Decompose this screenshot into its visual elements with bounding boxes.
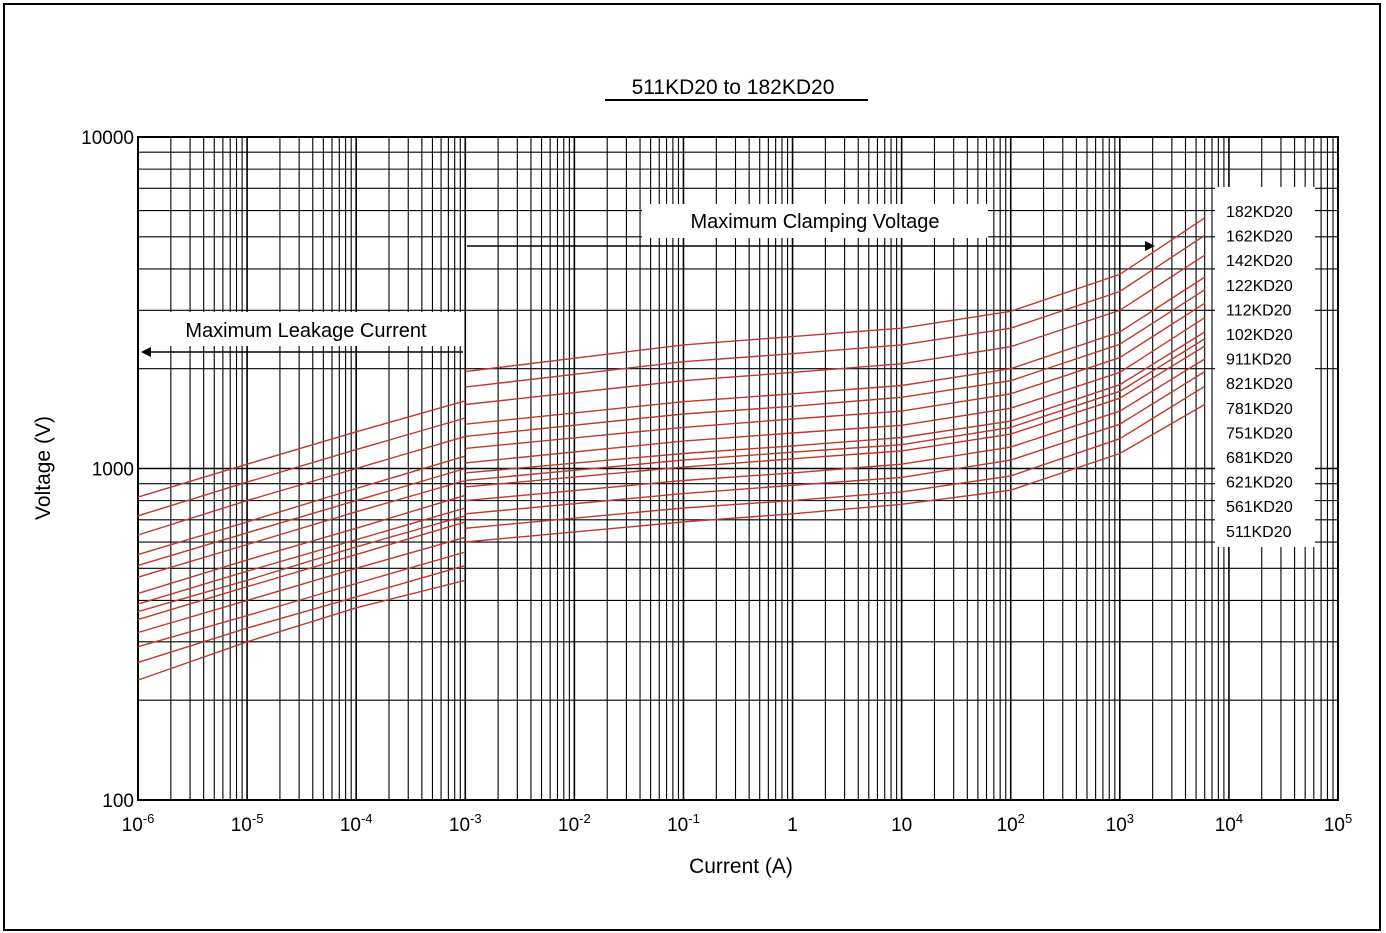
curve-leakage-122KD20 [137, 455, 466, 556]
x-tick-label: 104 [1215, 811, 1243, 836]
chart-title: 511KD20 to 182KD20 [632, 76, 835, 99]
curve-leakage-751KD20 [137, 521, 466, 621]
curve-clamping-561KD20 [465, 385, 1206, 529]
curve-clamping-182KD20 [465, 217, 1206, 373]
curve-leakage-142KD20 [137, 435, 466, 536]
x-tick-label: 10 [891, 815, 912, 836]
curve-leakage-821KD20 [137, 507, 466, 605]
plot-border [137, 136, 1339, 801]
legend-label: 162KD20 [1226, 229, 1293, 246]
curve-leakage-162KD20 [137, 417, 466, 517]
legend-label: 751KD20 [1226, 425, 1293, 442]
legend-label: 621KD20 [1226, 475, 1293, 492]
y-tick-label: 1000 [92, 460, 134, 481]
curve-clamping-162KD20 [465, 234, 1206, 388]
legend-label: 681KD20 [1226, 450, 1293, 467]
curves [137, 217, 1206, 681]
curve-clamping-511KD20 [465, 403, 1206, 543]
curve-clamping-751KD20 [465, 345, 1206, 488]
x-tick-label: 1 [787, 815, 798, 836]
y-tick-label: 10000 [81, 128, 134, 149]
legend-label: 182KD20 [1226, 204, 1293, 221]
x-tick-label: 10-4 [340, 811, 373, 836]
y-tick-label: 100 [102, 791, 134, 812]
x-tick-label: 10-3 [449, 811, 482, 836]
clamping-label-box [642, 204, 988, 238]
x-tick-label: 102 [997, 811, 1025, 836]
tick-labels: 10-6 10-5 10-4 10-3 10-2 10-1 1 10 102 103 104 105 1… [81, 128, 1352, 836]
curve-clamping-102KD20 [465, 302, 1206, 450]
clamping-label: Maximum Clamping Voltage [691, 211, 940, 233]
clamping-arrowhead [1145, 241, 1155, 251]
curve-clamping-142KD20 [465, 254, 1206, 406]
curve-leakage-561KD20 [137, 564, 466, 664]
x-tick-label: 103 [1106, 811, 1134, 836]
curve-leakage-182KD20 [137, 400, 466, 498]
curve-clamping-621KD20 [465, 371, 1206, 515]
curve-leakage-102KD20 [137, 479, 466, 578]
curve-leakage-681KD20 [137, 536, 466, 634]
curve-clamping-112KD20 [465, 289, 1206, 438]
leakage-label: Maximum Leakage Current [185, 320, 427, 342]
legend: 182KD20 162KD20 142KD20 122KD20 112KD20 102KD… [1215, 187, 1315, 547]
clamping-annotation: Maximum Clamping Voltage [467, 204, 1155, 251]
legend-label: 781KD20 [1226, 401, 1293, 418]
leakage-label-box [157, 312, 463, 346]
x-tick-label: 10-6 [122, 811, 155, 836]
legend-label: 142KD20 [1226, 253, 1293, 270]
chart-frame [3, 3, 1381, 931]
leakage-arrowhead [141, 347, 151, 357]
legend-box [1215, 187, 1315, 547]
x-tick-label: 10-5 [231, 811, 264, 836]
curve-leakage-511KD20 [137, 579, 466, 681]
legend-label: 911KD20 [1226, 352, 1292, 369]
curve-clamping-781KD20 [465, 338, 1206, 482]
legend-label: 561KD20 [1226, 499, 1293, 516]
legend-label: 112KD20 [1226, 302, 1292, 319]
legend-label: 511KD20 [1226, 524, 1292, 541]
curve-leakage-112KD20 [137, 467, 466, 567]
leakage-annotation: Maximum Leakage Current [141, 312, 463, 357]
curve-leakage-781KD20 [137, 515, 466, 613]
x-tick-label: 10-2 [558, 811, 591, 836]
legend-label: 821KD20 [1226, 376, 1293, 393]
x-tick-label: 10-1 [667, 811, 700, 836]
curve-clamping-122KD20 [465, 276, 1206, 425]
curve-leakage-911KD20 [137, 494, 466, 595]
x-tick-label: 105 [1324, 811, 1352, 836]
curve-clamping-821KD20 [465, 331, 1206, 474]
legend-label: 122KD20 [1226, 278, 1293, 295]
legend-label: 102KD20 [1226, 327, 1293, 344]
y-axis-label: Voltage (V) [32, 416, 55, 520]
curve-clamping-911KD20 [465, 317, 1206, 464]
x-axis-label: Current (A) [689, 855, 793, 878]
curve-clamping-681KD20 [465, 358, 1206, 502]
curve-leakage-621KD20 [137, 551, 466, 648]
